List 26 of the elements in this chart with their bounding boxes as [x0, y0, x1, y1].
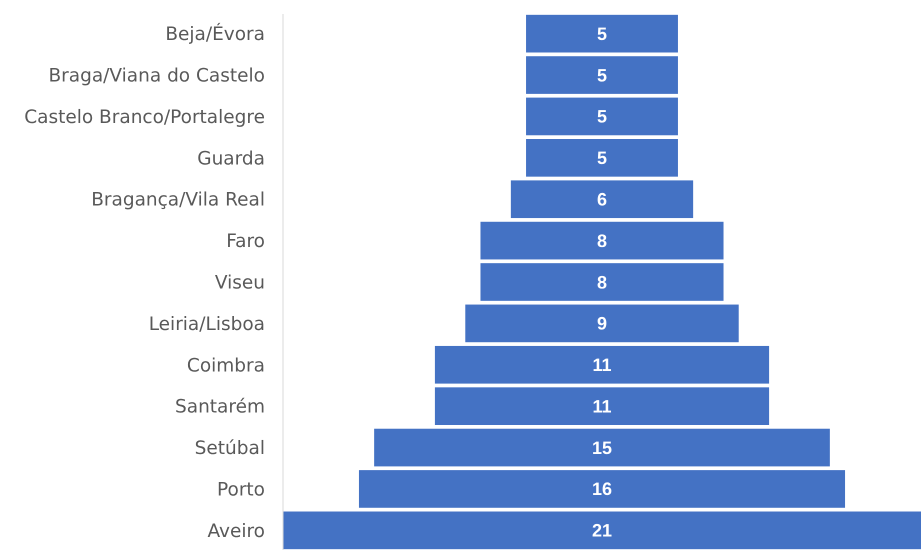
category-label: Guarda — [197, 148, 265, 170]
data-label: 11 — [592, 355, 612, 376]
data-label: 6 — [596, 190, 608, 210]
category-label: Aveiro — [207, 520, 265, 542]
data-label: 5 — [596, 106, 608, 127]
data-label: 15 — [592, 438, 612, 458]
category-label: Braga/Viana do Castelo — [48, 66, 265, 87]
category-label: Coimbra — [186, 355, 265, 376]
category-label: Leiria/Lisboa — [148, 314, 265, 335]
category-label: Santarém — [175, 396, 265, 418]
data-label: 5 — [596, 65, 608, 86]
category-label: Beja/Évora — [165, 22, 265, 46]
category-label: Viseu — [214, 272, 265, 294]
data-label: 9 — [596, 314, 608, 334]
data-label: 16 — [592, 479, 612, 500]
data-label: 5 — [596, 148, 608, 168]
data-label: 11 — [592, 396, 612, 416]
category-label: Faro — [226, 231, 265, 252]
category-label: Setúbal — [194, 438, 265, 460]
category-label: Porto — [217, 479, 265, 500]
data-label: 8 — [596, 272, 608, 292]
category-label: Castelo Branco/Portalegre — [24, 106, 265, 128]
data-label: 21 — [592, 520, 612, 541]
data-label: 5 — [596, 24, 608, 44]
category-label: Bragança/Vila Real — [91, 190, 265, 211]
data-label: 8 — [596, 230, 608, 251]
